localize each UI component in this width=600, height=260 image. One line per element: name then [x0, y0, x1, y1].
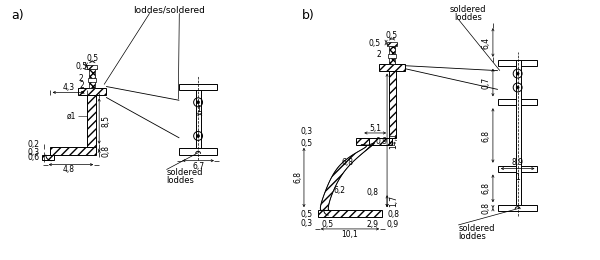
Text: 0,5: 0,5 [301, 210, 313, 219]
Text: 6,2: 6,2 [334, 186, 346, 195]
Text: loddes: loddes [166, 176, 194, 185]
Text: 1,7: 1,7 [389, 195, 398, 207]
Text: b): b) [302, 9, 315, 22]
Text: 0,9: 0,9 [376, 137, 388, 146]
Text: 6,4: 6,4 [481, 37, 490, 49]
Text: 6,8: 6,8 [481, 130, 490, 142]
Bar [89, 69, 95, 88]
Bar [87, 95, 96, 147]
Text: 0,5: 0,5 [322, 220, 334, 230]
Bar [388, 54, 396, 58]
Bar [179, 148, 217, 155]
Bar [389, 71, 396, 138]
Text: 0,5: 0,5 [301, 139, 313, 148]
Text: soldered: soldered [458, 224, 495, 233]
Text: loddes/soldered: loddes/soldered [133, 6, 205, 15]
Text: 0,5: 0,5 [369, 40, 381, 48]
Bar [356, 138, 392, 145]
Text: 0,3: 0,3 [301, 127, 313, 136]
Text: 0,5: 0,5 [75, 62, 88, 71]
Bar [318, 210, 382, 217]
Text: 0,3: 0,3 [301, 219, 313, 229]
Text: 10,1: 10,1 [341, 230, 358, 239]
Text: 6,8: 6,8 [481, 182, 490, 194]
Bar [515, 60, 521, 205]
Text: ø1: ø1 [67, 112, 76, 121]
Circle shape [516, 72, 519, 75]
Text: 2: 2 [79, 74, 84, 83]
Bar [50, 147, 96, 155]
Text: 6,8: 6,8 [293, 172, 302, 184]
Text: loddes: loddes [458, 232, 486, 241]
Bar [498, 60, 538, 66]
Text: 6,8: 6,8 [341, 158, 353, 167]
Circle shape [516, 86, 519, 89]
Text: 0,5: 0,5 [86, 54, 98, 63]
Bar [369, 138, 389, 145]
Text: 0,5: 0,5 [386, 30, 398, 40]
Text: 6,7: 6,7 [192, 162, 204, 171]
Text: 1: 1 [515, 173, 520, 182]
Bar [498, 205, 538, 211]
Bar [88, 77, 96, 82]
Text: 0,8: 0,8 [387, 210, 399, 219]
Text: 2: 2 [376, 50, 381, 59]
Circle shape [197, 134, 200, 138]
Text: 14,1: 14,1 [389, 133, 398, 149]
Text: 0,3: 0,3 [28, 148, 40, 157]
Text: 0,2: 0,2 [28, 140, 40, 149]
Text: 5,1: 5,1 [369, 124, 381, 133]
Text: 0,8: 0,8 [366, 188, 378, 197]
Text: 0,9: 0,9 [386, 220, 398, 230]
Text: 2,9: 2,9 [366, 220, 378, 230]
Text: 1: 1 [196, 105, 200, 114]
Text: soldered: soldered [450, 5, 487, 14]
Text: 0,6: 0,6 [28, 153, 40, 162]
Bar [389, 46, 395, 64]
Bar [379, 64, 405, 71]
Text: 2: 2 [80, 81, 85, 90]
Text: 0,8: 0,8 [481, 202, 490, 214]
Text: 4,8: 4,8 [62, 165, 74, 174]
Text: soldered: soldered [166, 168, 203, 177]
Bar [387, 42, 397, 46]
Text: 8,9: 8,9 [512, 158, 524, 167]
Text: 0,8: 0,8 [101, 145, 110, 157]
Bar [79, 88, 106, 95]
Bar [498, 99, 538, 105]
Text: a): a) [11, 9, 24, 22]
Polygon shape [320, 143, 374, 210]
Text: 0,7: 0,7 [481, 76, 490, 89]
Bar [196, 90, 201, 148]
Text: 8,5: 8,5 [101, 115, 110, 127]
Text: loddes: loddes [454, 13, 482, 22]
Bar [87, 65, 97, 69]
Bar [498, 166, 538, 172]
Circle shape [197, 101, 200, 104]
Bar [179, 83, 217, 90]
Text: 4,3: 4,3 [62, 83, 74, 92]
Bar [42, 155, 53, 160]
